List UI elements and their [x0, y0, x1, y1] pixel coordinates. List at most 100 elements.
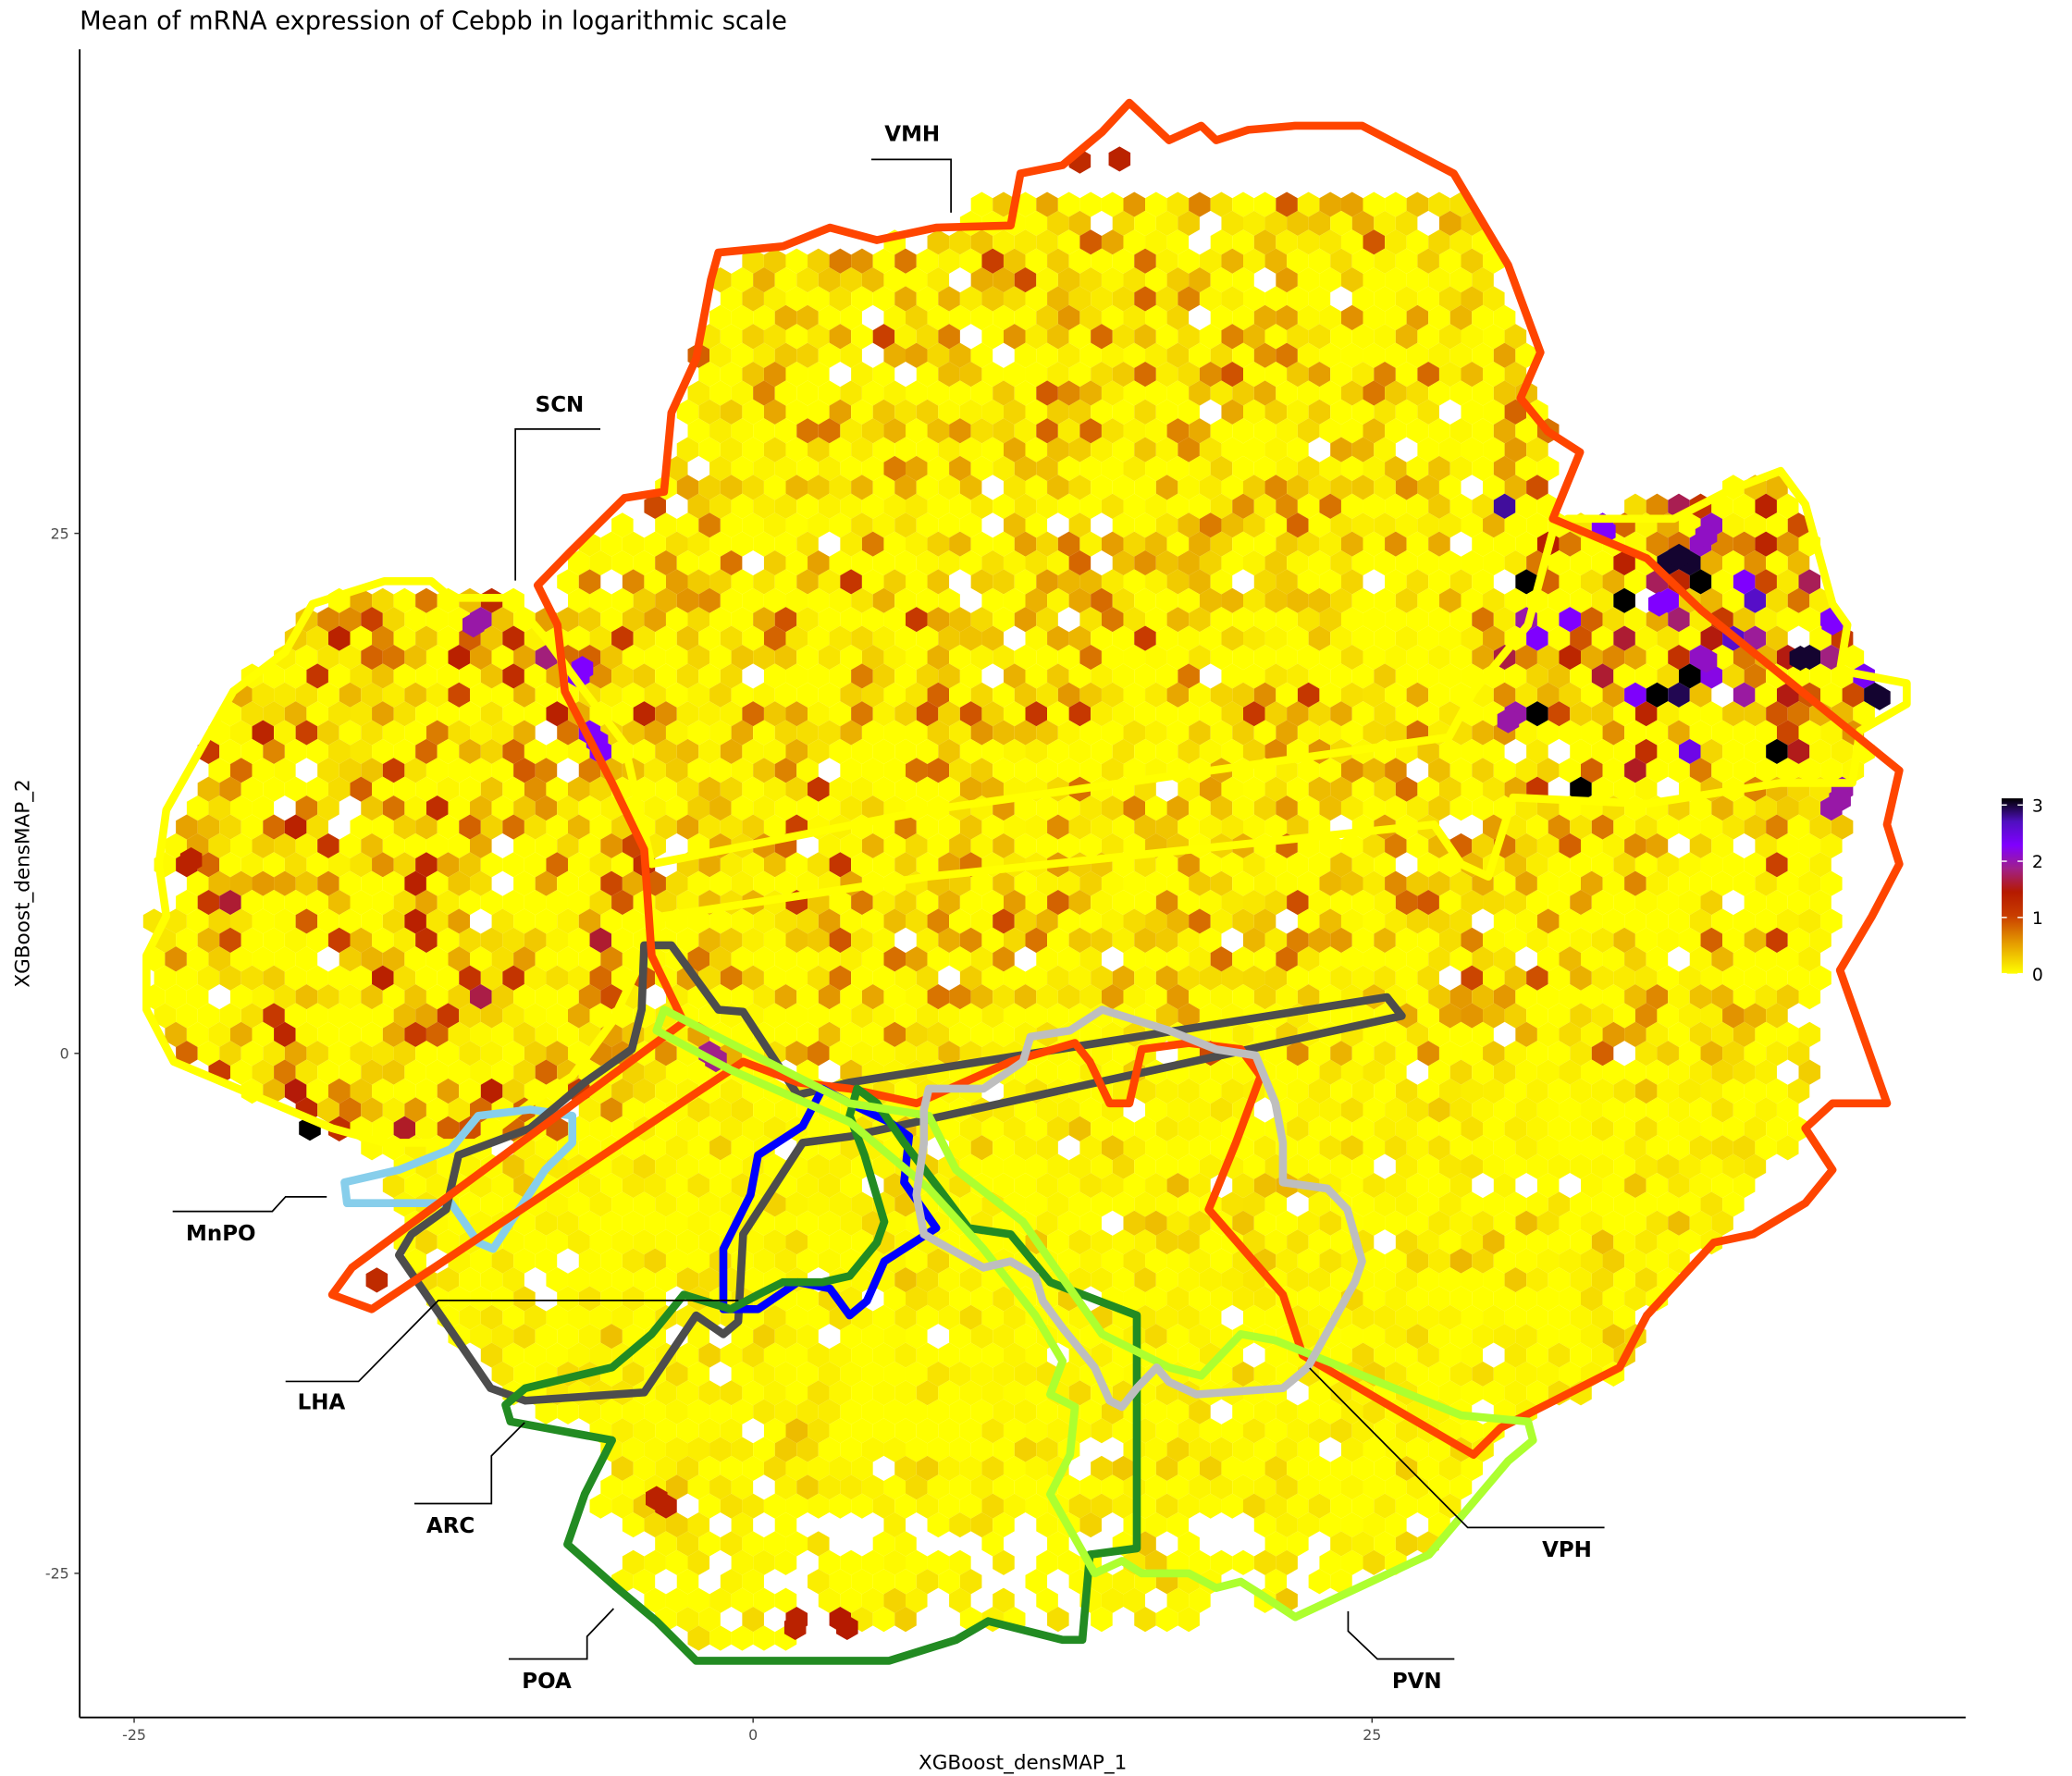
hex-bin — [1166, 908, 1190, 934]
hex-bin — [981, 286, 1004, 312]
hex-bin — [872, 1493, 895, 1519]
hex-bin — [1264, 549, 1288, 576]
hex-bin — [1340, 418, 1363, 444]
hex-bin — [665, 1210, 688, 1236]
hex-bin — [1428, 1210, 1450, 1236]
hex-bin — [1297, 531, 1320, 557]
hex-bin — [1536, 644, 1560, 671]
hex-bin — [720, 852, 743, 878]
hex-bin — [1297, 720, 1320, 746]
hex-bin — [611, 852, 634, 878]
hex-bin — [1678, 965, 1701, 991]
hex-bin — [1232, 1474, 1254, 1500]
hex-bin — [600, 1399, 623, 1424]
hex-bin — [491, 946, 514, 972]
hex-bin — [1330, 1229, 1352, 1255]
hex-bin — [513, 1059, 536, 1085]
hex-bin — [1428, 1021, 1450, 1048]
hex-bin — [1112, 549, 1135, 576]
hex-bin — [709, 946, 732, 972]
hex-bin — [197, 965, 220, 991]
hex-bin — [1068, 814, 1092, 840]
hex-bin — [1079, 1474, 1102, 1500]
hex-bin — [1221, 663, 1243, 689]
hex-bin — [1733, 870, 1756, 896]
hex-bin — [1134, 1153, 1156, 1179]
hex-bin — [470, 832, 492, 858]
hex-bin — [1178, 1191, 1200, 1217]
hex-bin — [829, 286, 852, 312]
hex-bin — [883, 1324, 906, 1350]
hex-bin — [1287, 437, 1309, 462]
hex-bin — [1689, 983, 1712, 1010]
hex-bin — [709, 1135, 732, 1161]
hex-bin — [1308, 1229, 1331, 1255]
hex-bin — [1319, 191, 1341, 217]
hex-bin — [1733, 1059, 1756, 1085]
hex-bin — [644, 1210, 666, 1236]
hex-bin — [1406, 832, 1429, 858]
hex-bin — [1406, 983, 1429, 1010]
hex-bin — [949, 1135, 971, 1161]
hex-bin — [1428, 1361, 1450, 1388]
hex-bin — [861, 983, 884, 1010]
hex-bin — [448, 983, 471, 1010]
hex-bin — [437, 1041, 460, 1067]
hex-bin — [165, 908, 187, 934]
hex-bin — [426, 1021, 449, 1048]
hex-bin — [1155, 1191, 1178, 1217]
hex-bin — [698, 437, 721, 462]
hex-bin — [1091, 1229, 1113, 1255]
hex-bin — [1493, 1210, 1516, 1236]
hex-bin — [829, 663, 852, 689]
hex-bin — [872, 1342, 895, 1368]
hex-bin — [1330, 625, 1352, 651]
hex-bin — [1722, 965, 1745, 991]
hex-bin — [1570, 587, 1592, 613]
hex-bin — [861, 644, 884, 671]
hex-bin — [1591, 738, 1614, 765]
hex-bin — [1417, 1191, 1439, 1217]
hex-bin — [1308, 1041, 1331, 1067]
hex-bin — [1363, 191, 1386, 217]
hex-bin — [1374, 1078, 1396, 1104]
hex-bin — [1755, 493, 1777, 519]
hex-bin — [1700, 965, 1723, 991]
hex-bin — [535, 832, 558, 858]
hex-bin — [1036, 1587, 1058, 1613]
hex-bin — [339, 946, 362, 972]
hex-bin — [763, 1380, 786, 1406]
hex-bin — [339, 682, 362, 708]
hex-bin — [1014, 1399, 1037, 1424]
hex-bin — [1613, 1229, 1635, 1255]
hex-bin — [840, 418, 862, 444]
hex-bin — [1047, 1229, 1069, 1255]
hex-bin — [731, 493, 754, 519]
hex-bin — [655, 738, 677, 765]
hex-bin — [894, 1266, 917, 1293]
hex-bin — [1036, 1059, 1058, 1085]
hex-bin — [306, 927, 328, 954]
hex-bin — [872, 1304, 895, 1330]
hex-bin — [589, 1116, 612, 1141]
hex-bin — [252, 720, 275, 746]
hex-bin — [1766, 927, 1788, 954]
hex-bin — [1112, 927, 1135, 954]
hex-bin — [1624, 870, 1646, 896]
hex-bin — [567, 1266, 590, 1293]
hex-bin — [1689, 1097, 1712, 1123]
hex-bin — [1308, 1191, 1331, 1217]
hex-bin — [1385, 1135, 1407, 1161]
hex-bin — [916, 1455, 939, 1481]
hex-bin — [622, 1361, 645, 1388]
hex-bin — [208, 796, 230, 821]
hex-bin — [1700, 814, 1723, 840]
hex-bin — [480, 1191, 503, 1217]
hex-bin — [872, 248, 895, 274]
hex-bin — [186, 796, 209, 821]
hex-bin — [861, 796, 884, 821]
hex-bin — [263, 814, 285, 840]
hex-bin — [905, 1361, 928, 1388]
hex-bin — [861, 720, 884, 746]
hex-bin — [829, 1342, 852, 1368]
